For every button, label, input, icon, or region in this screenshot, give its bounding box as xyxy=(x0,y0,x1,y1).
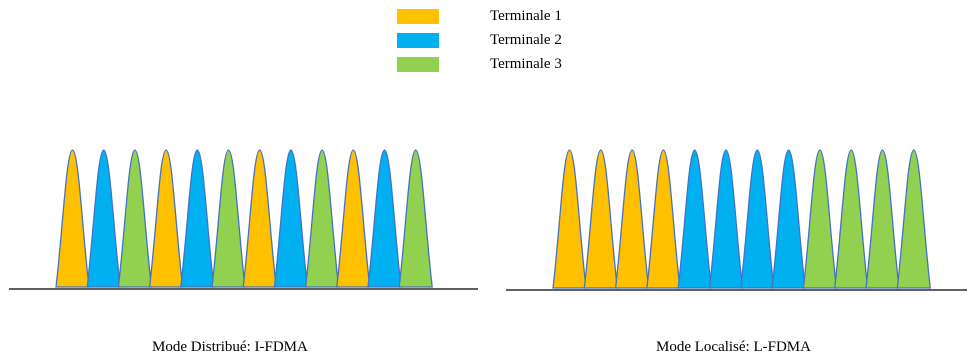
legend-swatch-terminale-3 xyxy=(397,57,439,72)
subcarrier-lobe-terminale-1 xyxy=(583,149,619,289)
subcarrier-lobe-terminale-2 xyxy=(86,149,121,288)
subcarrier-lobe-terminale-2 xyxy=(771,149,806,289)
legend-label-terminale-3: Terminale 3 xyxy=(490,56,562,72)
caption-ifdma: Mode Distribué: I-FDMA xyxy=(152,339,308,355)
subcarrier-lobe-terminale-1 xyxy=(646,149,681,289)
subcarrier-lobe-terminale-2 xyxy=(708,149,744,289)
legend-label-terminale-1: Terminale 1 xyxy=(490,8,562,24)
subcarrier-lobe-terminale-1 xyxy=(55,149,90,288)
subcarrier-lobe-terminale-3 xyxy=(211,149,246,288)
subcarrier-lobe-terminale-2 xyxy=(740,149,775,289)
panel-ifdma xyxy=(9,149,478,290)
subcarrier-lobe-terminale-3 xyxy=(865,149,900,289)
subcarrier-lobe-terminale-1 xyxy=(242,149,277,288)
subcarrier-lobe-terminale-3 xyxy=(117,149,153,288)
subcarrier-lobe-terminale-2 xyxy=(180,149,215,288)
subcarrier-lobe-terminale-1 xyxy=(552,149,587,289)
subcarrier-lobe-terminale-3 xyxy=(896,149,932,289)
subcarrier-lobe-terminale-2 xyxy=(367,149,402,288)
legend-swatch-terminale-2 xyxy=(397,33,439,48)
subcarrier-lobe-terminale-2 xyxy=(273,149,309,288)
subcarrier-lobe-terminale-1 xyxy=(148,149,184,288)
caption-lfdma: Mode Localisé: L-FDMA xyxy=(656,339,811,355)
subcarrier-lobe-terminale-1 xyxy=(336,149,371,288)
subcarrier-lobe-terminale-3 xyxy=(304,149,340,288)
legend-label-terminale-2: Terminale 2 xyxy=(490,32,562,48)
legend-swatch-terminale-1 xyxy=(397,9,439,24)
subcarrier-lobe-terminale-3 xyxy=(833,149,869,289)
subcarrier-lobe-terminale-3 xyxy=(398,149,433,288)
panel-lfdma xyxy=(506,149,967,291)
subcarrier-lobe-terminale-2 xyxy=(677,149,712,289)
subcarrier-lobe-terminale-3 xyxy=(802,149,838,289)
subcarrier-lobe-terminale-1 xyxy=(614,149,650,289)
